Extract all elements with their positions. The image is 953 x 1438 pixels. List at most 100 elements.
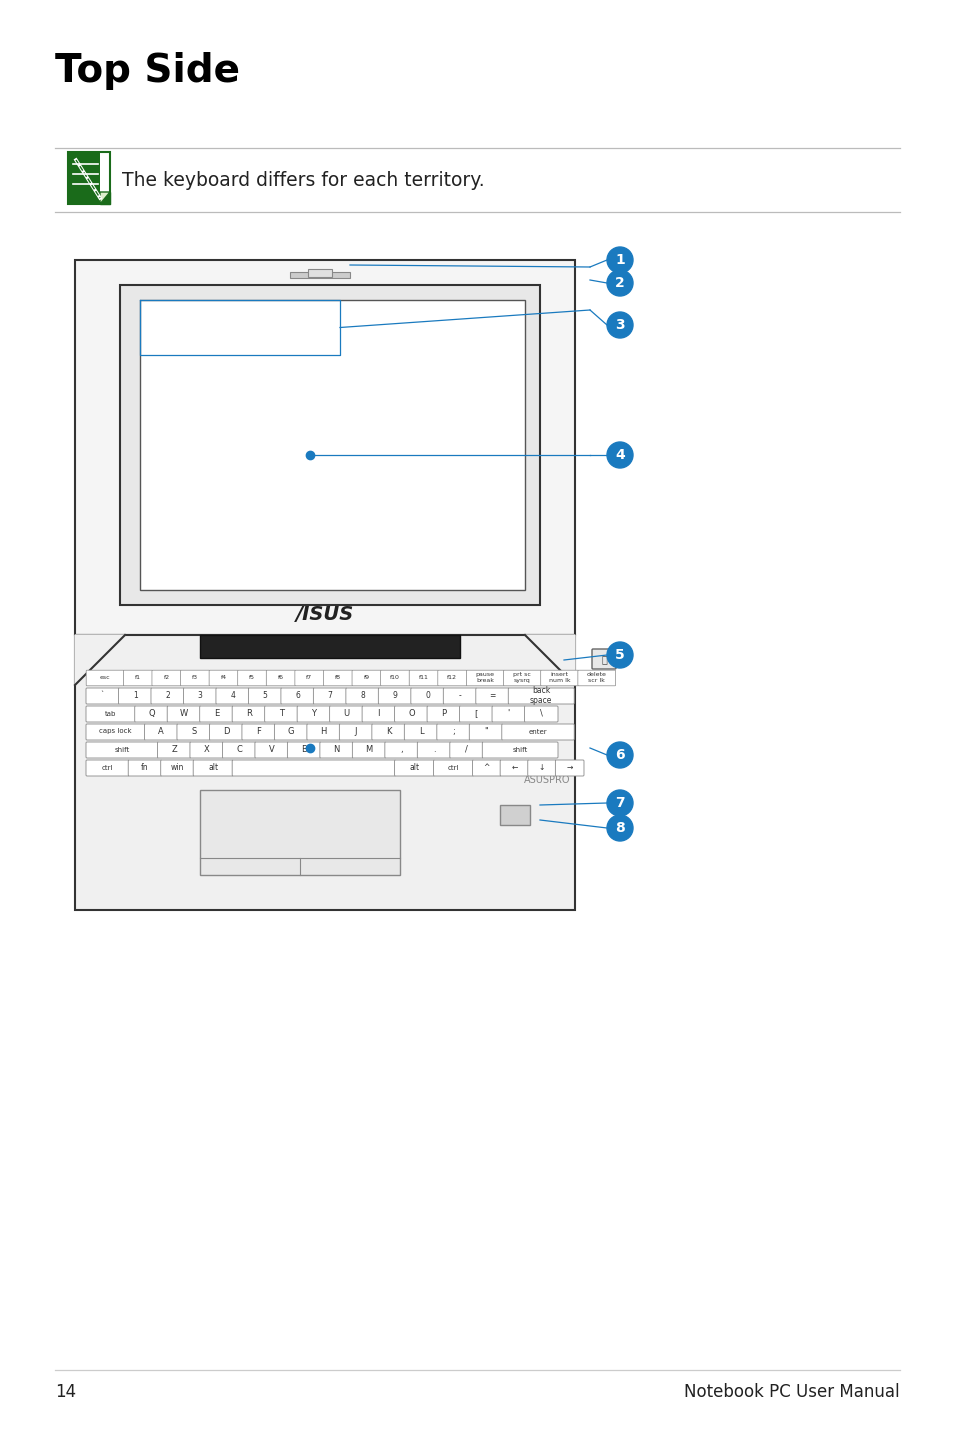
FancyBboxPatch shape [242, 723, 275, 741]
Bar [68, 152, 110, 204]
FancyBboxPatch shape [592, 649, 616, 669]
FancyBboxPatch shape [232, 706, 265, 722]
Polygon shape [524, 636, 575, 684]
FancyBboxPatch shape [210, 723, 243, 741]
Bar [200, 636, 459, 659]
Circle shape [606, 270, 633, 296]
Text: N: N [334, 745, 339, 754]
Text: [: [ [474, 709, 477, 718]
FancyBboxPatch shape [199, 706, 233, 722]
Text: L: L [418, 728, 423, 736]
Bar [75, 260, 575, 636]
Text: .: . [433, 745, 435, 754]
Text: f12: f12 [447, 674, 456, 680]
Bar [68, 152, 100, 204]
FancyBboxPatch shape [123, 670, 152, 686]
Bar [200, 789, 399, 874]
Text: ;: ; [452, 728, 455, 736]
FancyBboxPatch shape [307, 723, 340, 741]
FancyBboxPatch shape [86, 761, 129, 777]
FancyBboxPatch shape [296, 706, 331, 722]
FancyBboxPatch shape [86, 687, 119, 705]
Text: ⏻: ⏻ [600, 654, 606, 664]
Text: f2: f2 [163, 674, 170, 680]
FancyBboxPatch shape [449, 742, 483, 758]
Text: /ISUS: /ISUS [295, 605, 354, 624]
Text: E: E [213, 709, 219, 718]
Text: 4: 4 [615, 449, 624, 462]
FancyBboxPatch shape [144, 723, 178, 741]
Text: win: win [171, 764, 184, 772]
FancyBboxPatch shape [193, 761, 233, 777]
Text: f9: f9 [363, 674, 370, 680]
Bar [308, 269, 332, 278]
Text: A: A [158, 728, 164, 736]
FancyBboxPatch shape [492, 706, 525, 722]
FancyBboxPatch shape [427, 706, 460, 722]
Text: 1: 1 [132, 692, 137, 700]
Text: esc: esc [100, 674, 111, 680]
Text: I: I [377, 709, 379, 718]
Polygon shape [100, 193, 110, 204]
Text: P: P [441, 709, 446, 718]
FancyBboxPatch shape [352, 670, 381, 686]
FancyBboxPatch shape [443, 687, 476, 705]
FancyBboxPatch shape [128, 761, 162, 777]
Text: alt: alt [208, 764, 218, 772]
Text: /: / [465, 745, 468, 754]
FancyBboxPatch shape [578, 670, 615, 686]
FancyBboxPatch shape [118, 687, 152, 705]
FancyBboxPatch shape [280, 687, 314, 705]
Text: 2: 2 [165, 692, 170, 700]
FancyBboxPatch shape [151, 687, 184, 705]
Text: back
space: back space [530, 686, 552, 705]
FancyBboxPatch shape [482, 742, 558, 758]
Text: D: D [223, 728, 229, 736]
FancyBboxPatch shape [287, 742, 320, 758]
FancyBboxPatch shape [436, 723, 470, 741]
FancyBboxPatch shape [469, 723, 502, 741]
Text: Y: Y [311, 709, 316, 718]
Polygon shape [75, 636, 125, 684]
FancyBboxPatch shape [222, 742, 255, 758]
FancyBboxPatch shape [294, 670, 324, 686]
Text: fn: fn [141, 764, 149, 772]
Circle shape [606, 312, 633, 338]
Text: J: J [355, 728, 357, 736]
FancyBboxPatch shape [319, 742, 353, 758]
FancyBboxPatch shape [395, 761, 435, 777]
FancyBboxPatch shape [411, 687, 444, 705]
FancyBboxPatch shape [524, 706, 558, 722]
Text: →: → [566, 764, 572, 772]
FancyBboxPatch shape [330, 706, 363, 722]
FancyBboxPatch shape [409, 670, 438, 686]
Text: ctrl: ctrl [447, 765, 458, 771]
Text: f5: f5 [249, 674, 255, 680]
Circle shape [606, 789, 633, 815]
FancyBboxPatch shape [190, 742, 223, 758]
Text: G: G [288, 728, 294, 736]
Text: B: B [301, 745, 307, 754]
FancyBboxPatch shape [555, 761, 583, 777]
Text: 3: 3 [197, 692, 202, 700]
Text: Q: Q [148, 709, 154, 718]
FancyBboxPatch shape [274, 723, 308, 741]
FancyBboxPatch shape [503, 670, 540, 686]
FancyBboxPatch shape [248, 687, 281, 705]
Text: 8: 8 [360, 692, 365, 700]
FancyBboxPatch shape [527, 761, 556, 777]
FancyBboxPatch shape [339, 723, 373, 741]
FancyBboxPatch shape [380, 670, 410, 686]
Text: Notebook PC User Manual: Notebook PC User Manual [683, 1383, 899, 1401]
Bar [140, 301, 524, 590]
Text: M: M [365, 745, 373, 754]
FancyBboxPatch shape [508, 687, 574, 705]
FancyBboxPatch shape [86, 742, 158, 758]
Text: T: T [278, 709, 284, 718]
FancyBboxPatch shape [378, 687, 412, 705]
Text: ": " [484, 728, 487, 736]
Text: C: C [236, 745, 242, 754]
Text: 5: 5 [262, 692, 267, 700]
FancyBboxPatch shape [459, 706, 493, 722]
FancyBboxPatch shape [183, 687, 216, 705]
